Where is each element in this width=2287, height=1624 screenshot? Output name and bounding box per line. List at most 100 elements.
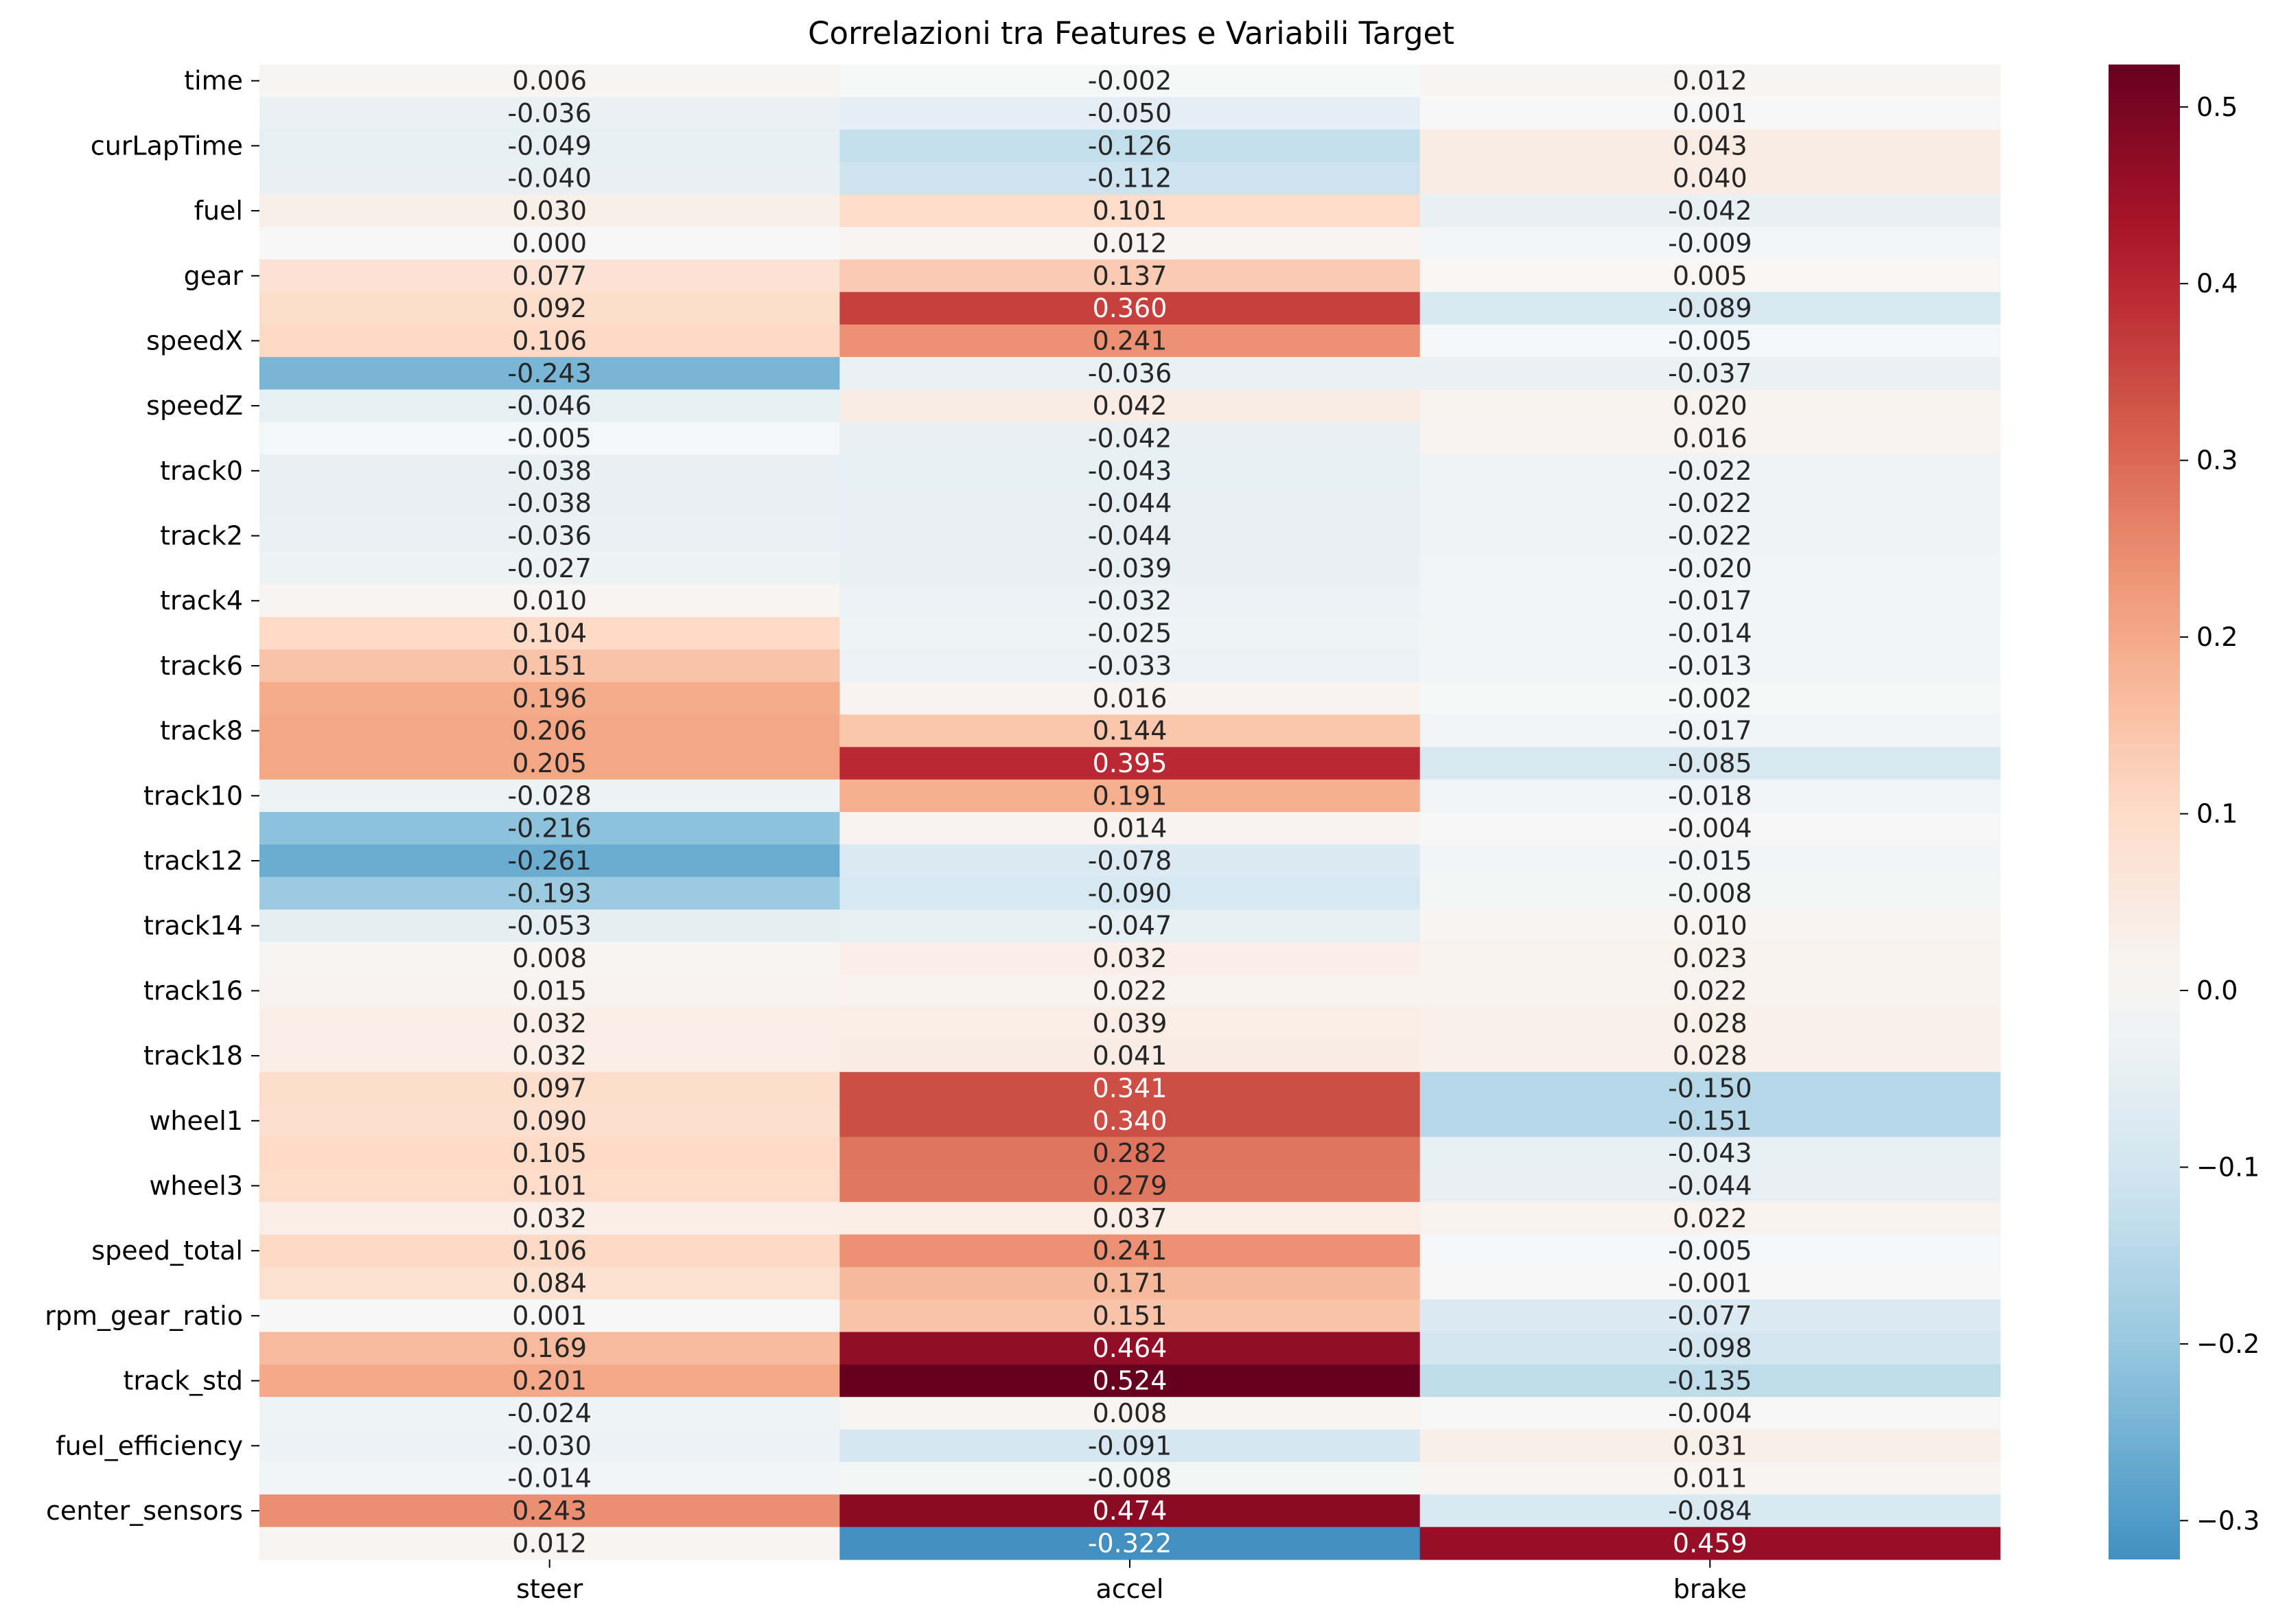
heatmap-cell (1419, 747, 2001, 780)
cell-value-label: 0.039 (1093, 1008, 1168, 1039)
colorbar-tick-label: 0.1 (2196, 799, 2238, 829)
heatmap-cell (839, 162, 1421, 195)
cell-value-label: 0.008 (512, 943, 587, 973)
cell-value-label: -0.112 (1088, 163, 1172, 194)
column-tick-label: brake (1673, 1574, 1747, 1604)
heatmap-cell (259, 1397, 840, 1430)
heatmap-cell (259, 519, 840, 553)
heatmap-cell (839, 65, 1421, 97)
cell-value-label: 0.459 (1673, 1528, 1748, 1558)
heatmap-cell (1419, 162, 2001, 195)
cell-value-label: 0.037 (1093, 1203, 1168, 1233)
row-tick-label: speed_total (91, 1236, 243, 1266)
heatmap-cell (259, 714, 840, 747)
heatmap-cell (259, 357, 840, 391)
colorbar-tick-label: −0.3 (2196, 1505, 2260, 1535)
heatmap-cell (839, 812, 1421, 845)
colorbar-tick-label: 0.0 (2196, 975, 2238, 1006)
heatmap-cell (1419, 974, 2001, 1008)
heatmap-cell (839, 584, 1421, 618)
row-tick-label: track18 (143, 1041, 243, 1071)
heatmap-cell (839, 942, 1421, 975)
cell-value-label: 0.106 (512, 1236, 587, 1266)
heatmap-cell (259, 1071, 840, 1105)
heatmap-cell (839, 487, 1421, 520)
colorbar-tick-label: 0.2 (2196, 622, 2238, 652)
cell-value-label: -0.038 (507, 456, 592, 486)
heatmap-cell (1419, 389, 2001, 423)
cell-value-label: -0.042 (1088, 424, 1172, 454)
cell-value-label: -0.002 (1668, 683, 1752, 713)
cell-value-label: 0.032 (512, 1041, 587, 1071)
heatmap-cell (259, 292, 840, 325)
cell-value-label: -0.098 (1668, 1333, 1752, 1363)
heatmap-cell (839, 421, 1421, 455)
heatmap-cell (839, 1234, 1421, 1268)
cell-value-label: -0.322 (1088, 1528, 1172, 1558)
heatmap-cell (1419, 649, 2001, 683)
heatmap-cell (839, 1039, 1421, 1073)
heatmap-cell (839, 1494, 1421, 1528)
row-tick-label: rpm_gear_ratio (45, 1301, 243, 1331)
heatmap-cell (259, 1137, 840, 1170)
heatmap-cell (259, 97, 840, 130)
cell-value-label: 0.015 (512, 975, 587, 1006)
cell-value-label: 0.032 (512, 1008, 587, 1039)
heatmap-cell (1419, 1202, 2001, 1236)
heatmap-cell (1419, 324, 2001, 358)
heatmap-cell (839, 129, 1421, 163)
heatmap-cell (1419, 97, 2001, 130)
cell-value-label: -0.005 (507, 424, 592, 454)
cell-value-label: -0.193 (507, 878, 592, 908)
heatmap-cell (1419, 519, 2001, 553)
heatmap-cell (259, 194, 840, 228)
heatmap-cell (1419, 65, 2001, 97)
cell-value-label: -0.150 (1668, 1073, 1752, 1103)
heatmap-cell (259, 844, 840, 878)
cell-value-label: -0.033 (1088, 651, 1172, 681)
cell-value-label: 0.243 (512, 1496, 587, 1526)
cell-value-label: 0.104 (512, 618, 587, 649)
heatmap-cell (259, 1039, 840, 1073)
cell-value-label: -0.013 (1668, 651, 1752, 681)
heatmap-cell (1419, 844, 2001, 878)
cell-value-label: 0.106 (512, 325, 587, 356)
heatmap-cell (259, 942, 840, 975)
cell-value-label: 0.169 (512, 1333, 587, 1363)
cell-value-label: 0.077 (512, 261, 587, 291)
heatmap-cell (259, 1429, 840, 1463)
cell-value-label: 0.097 (512, 1073, 587, 1103)
cell-value-label: -0.009 (1668, 228, 1752, 258)
cell-value-label: 0.001 (1673, 98, 1748, 128)
heatmap-cell (839, 1461, 1421, 1495)
heatmap-cell (839, 324, 1421, 358)
cell-value-label: -0.049 (507, 130, 592, 161)
cell-value-label: -0.042 (1668, 196, 1752, 226)
cell-value-label: 0.041 (1093, 1041, 1168, 1071)
cell-value-label: -0.018 (1668, 780, 1752, 811)
cell-value-label: 0.084 (512, 1268, 587, 1299)
cell-value-label: 0.101 (512, 1171, 587, 1201)
cell-value-label: 0.022 (1093, 975, 1168, 1006)
cell-value-label: 0.395 (1093, 748, 1168, 778)
cell-value-label: 0.012 (512, 1528, 587, 1558)
heatmap-cell (1419, 292, 2001, 325)
cell-value-label: 0.340 (1093, 1106, 1168, 1136)
heatmap-cell (259, 1266, 840, 1300)
heatmap-cell (1419, 714, 2001, 747)
heatmap-cell (839, 227, 1421, 260)
cell-value-label: -0.040 (507, 163, 592, 194)
heatmap-cell (259, 877, 840, 910)
heatmap-cell (839, 259, 1421, 293)
heatmap-cell (1419, 1234, 2001, 1268)
cell-value-label: 0.171 (1093, 1268, 1168, 1299)
cell-value-label: 0.020 (1673, 391, 1748, 421)
cell-value-label: -0.151 (1668, 1106, 1752, 1136)
heatmap-cell (259, 909, 840, 942)
heatmap-cell (839, 1137, 1421, 1170)
cell-value-label: 0.282 (1093, 1138, 1168, 1168)
cell-value-label: -0.022 (1668, 488, 1752, 518)
heatmap-cell (839, 779, 1421, 813)
heatmap-cell (839, 1299, 1421, 1333)
cell-value-label: -0.004 (1668, 1398, 1752, 1428)
